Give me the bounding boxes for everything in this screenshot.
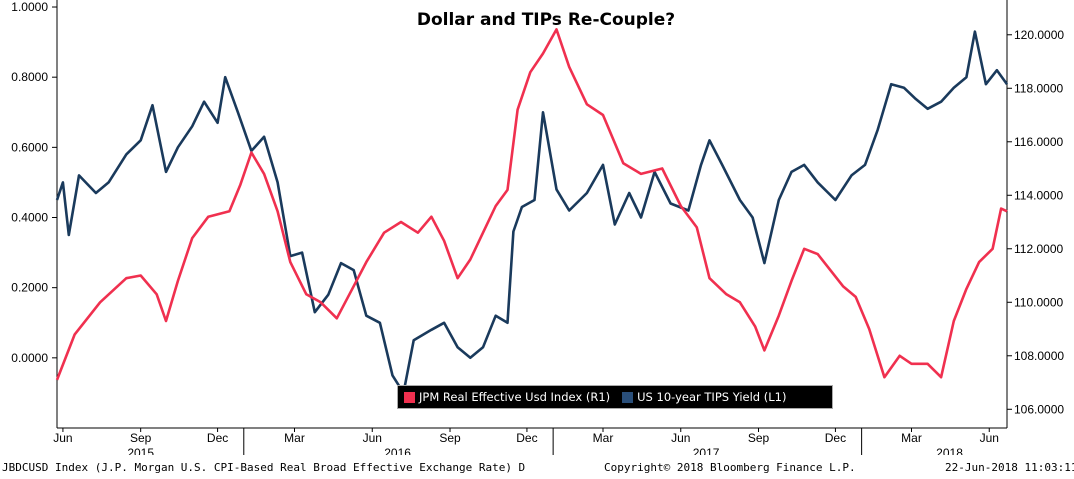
- x-year-label: 2018: [936, 446, 963, 455]
- left-tick-label: 0.2000: [11, 281, 48, 295]
- x-tick-label: Jun: [53, 431, 72, 445]
- right-tick-label: 114.0000: [1014, 188, 1063, 202]
- x-tick-label: Dec: [207, 431, 228, 445]
- left-axis-ticks: 1.0000 0.8000 0.6000 0.4000 0.2000 0.0000: [11, 0, 57, 365]
- chart: 1.0000 0.8000 0.6000 0.4000 0.2000 0.0000 120…: [11, 0, 1064, 455]
- series-line-tips-yield: [55, 30, 1009, 395]
- right-tick-label: 110.0000: [1014, 295, 1063, 309]
- left-tick-label: 0.4000: [11, 211, 48, 225]
- legend-item-blue: US 10-year TIPS Yield (L1): [622, 390, 786, 404]
- right-axis-ticks: 120.0000 118.0000 116.0000 114.0000 112.0000…: [1007, 28, 1064, 416]
- series-layer: [55, 28, 1009, 395]
- x-tick-label: Sep: [130, 431, 152, 445]
- left-tick-label: 0.6000: [11, 140, 48, 154]
- right-tick-label: 120.0000: [1014, 28, 1064, 42]
- legend-swatch-red: [404, 391, 415, 403]
- x-tick-label: Jun: [671, 431, 690, 445]
- series-line-jpm-reer: [55, 28, 1008, 381]
- footer-source: JBDCUSD Index (J.P. Morgan U.S. CPI-Base…: [2, 461, 526, 474]
- x-tick-label: Mar: [593, 431, 614, 445]
- footer-copyright: Copyright© 2018 Bloomberg Finance L.P.: [604, 461, 856, 474]
- x-axis-ticks: Jun Sep Dec Mar Jun Sep Dec Mar Jun Sep Dec Mar Jun2…: [53, 428, 999, 455]
- x-year-label: 2015: [127, 446, 154, 455]
- legend-label-blue: US 10-year TIPS Yield (L1): [637, 390, 787, 404]
- x-tick-label: Sep: [439, 431, 461, 445]
- x-tick-label: Sep: [748, 431, 770, 445]
- right-tick-label: 118.0000: [1014, 81, 1063, 95]
- right-tick-label: 106.0000: [1014, 402, 1064, 416]
- right-tick-label: 112.0000: [1014, 242, 1063, 256]
- x-tick-label: Dec: [516, 431, 537, 445]
- left-tick-label: 1.0000: [11, 0, 48, 14]
- plot-area: [57, 0, 1007, 428]
- right-tick-label: 108.0000: [1014, 349, 1064, 363]
- right-tick-label: 116.0000: [1014, 135, 1063, 149]
- x-tick-label: Jun: [980, 431, 999, 445]
- legend-label-red: JPM Real Effective Usd Index (R1): [419, 390, 611, 404]
- x-tick-label: Mar: [901, 431, 922, 445]
- x-year-label: 2017: [693, 446, 720, 455]
- x-tick-label: Jun: [363, 431, 382, 445]
- left-tick-label: 0.8000: [11, 70, 48, 84]
- legend-swatch-blue: [622, 391, 634, 403]
- legend: JPM Real Effective Usd Index (R1) US 10-…: [397, 385, 833, 409]
- left-tick-label: 0.0000: [11, 351, 48, 365]
- x-tick-label: Mar: [284, 431, 305, 445]
- footer-timestamp: 22-Jun-2018 11:03:11: [945, 461, 1074, 474]
- chart-title: Dollar and TIPs Re-Couple?: [417, 10, 675, 30]
- x-year-label: 2016: [384, 446, 411, 455]
- x-tick-label: Dec: [825, 431, 846, 445]
- legend-item-red: JPM Real Effective Usd Index (R1): [404, 390, 610, 404]
